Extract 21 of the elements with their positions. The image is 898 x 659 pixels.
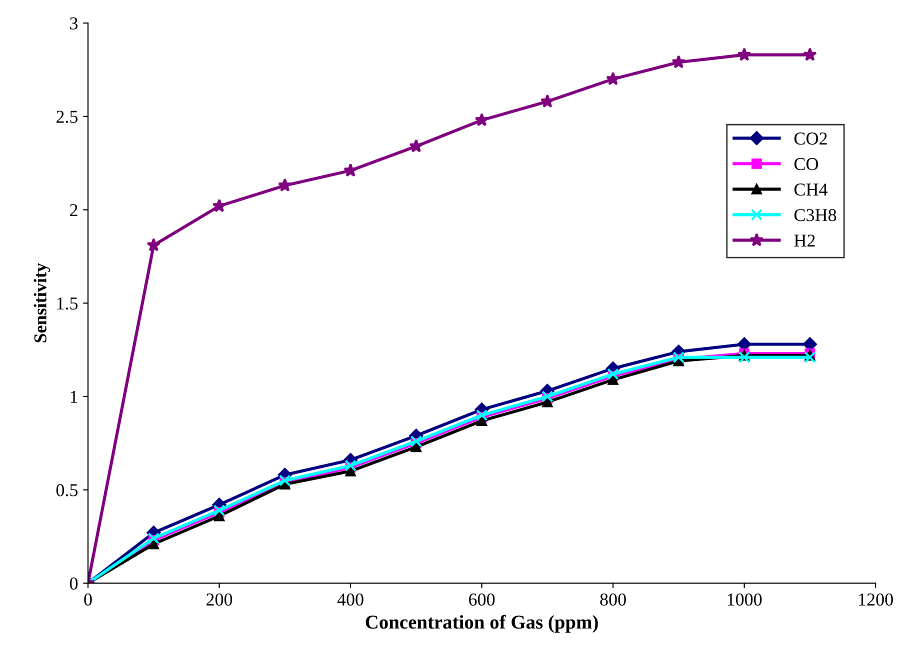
x-tick-label: 0 (84, 593, 92, 606)
x-tick-label: 1000 (728, 593, 762, 606)
x-axis-title: Concentration of Gas (ppm) (366, 614, 598, 633)
x-tick-label: 1200 (859, 593, 893, 606)
legend-label: C3H8 (794, 209, 836, 222)
y-axis-title: Sensitivity (34, 263, 50, 342)
x-tick-label: 600 (469, 593, 495, 606)
legend-label: H2 (794, 234, 815, 247)
legend-label: CO2 (794, 132, 827, 145)
y-tick-label: 2.5 (56, 110, 78, 123)
x-tick-label: 200 (206, 593, 232, 606)
y-tick-label: 0.5 (56, 484, 78, 496)
y-tick-label: 1 (70, 390, 78, 403)
y-tick-label: 2 (70, 204, 78, 216)
x-tick-label: 400 (337, 593, 364, 606)
legend-label: CO (794, 158, 818, 170)
legend-label: CH4 (794, 184, 828, 196)
x-tick-label: 800 (600, 593, 626, 606)
y-tick-label: 1.5 (57, 297, 78, 310)
y-tick-label: 0 (70, 577, 78, 590)
y-tick-label: 3 (70, 17, 78, 30)
